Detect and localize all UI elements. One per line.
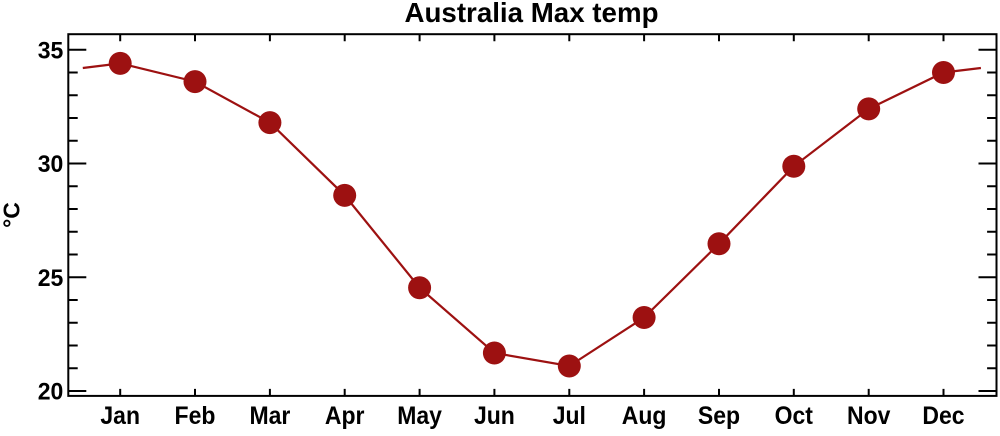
svg-text:30: 30	[38, 151, 64, 178]
svg-text:25: 25	[38, 265, 64, 292]
svg-text:Aug: Aug	[622, 402, 667, 430]
svg-text:Jan: Jan	[100, 402, 140, 430]
svg-text:Nov: Nov	[847, 402, 890, 430]
svg-text:Jun: Jun	[474, 402, 515, 430]
svg-text:°C: °C	[0, 202, 25, 228]
svg-text:Sep: Sep	[698, 402, 740, 430]
svg-text:Dec: Dec	[922, 402, 964, 430]
svg-text:35: 35	[38, 37, 64, 64]
svg-text:Jul: Jul	[553, 402, 586, 430]
svg-text:May: May	[397, 402, 442, 430]
svg-text:Oct: Oct	[775, 402, 814, 430]
svg-text:Apr: Apr	[325, 402, 365, 430]
svg-text:20: 20	[38, 379, 64, 406]
svg-text:Australia Max temp: Australia Max temp	[405, 0, 659, 28]
svg-text:Mar: Mar	[249, 402, 290, 430]
svg-text:Feb: Feb	[175, 402, 216, 430]
